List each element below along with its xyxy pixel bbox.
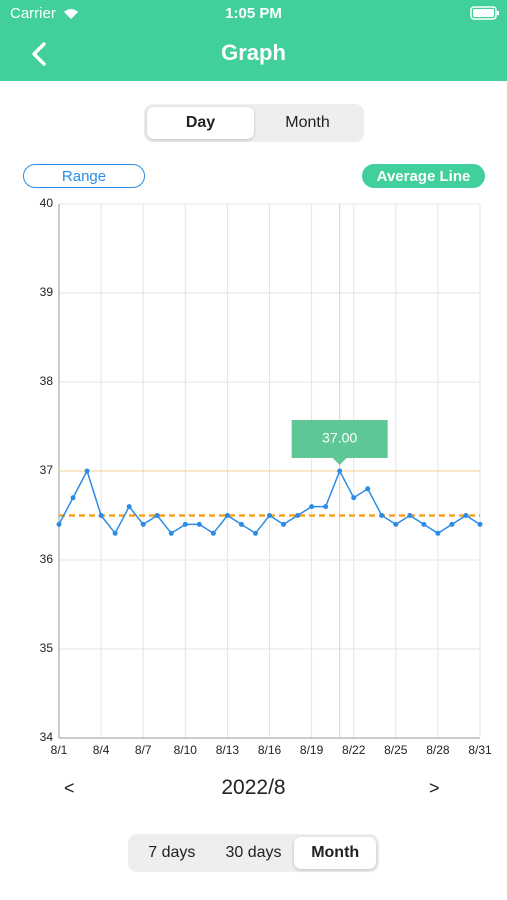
data-point	[295, 513, 301, 518]
x-tick-label: 8/13	[216, 743, 240, 757]
y-tick-label: 36	[40, 552, 54, 566]
data-point	[182, 521, 188, 527]
data-point	[379, 513, 385, 518]
y-tick-label: 37	[40, 463, 54, 477]
data-point	[168, 530, 174, 536]
y-tick-label: 38	[40, 374, 54, 388]
data-point	[252, 530, 258, 536]
range-button[interactable]: Range	[23, 164, 145, 188]
tooltip	[291, 420, 388, 465]
nav-title: Graph	[221, 40, 286, 65]
battery-icon	[470, 6, 499, 20]
view-toggle: Day Month	[144, 104, 364, 142]
x-tick-label: 8/16	[258, 743, 282, 757]
carrier: Carrier	[10, 5, 56, 22]
x-tick-label: 8/7	[135, 743, 152, 757]
data-point	[463, 513, 469, 518]
data-point	[407, 513, 413, 518]
data-point	[267, 513, 272, 518]
x-tick-label: 8/19	[300, 743, 324, 757]
y-tick-label: 40	[40, 196, 54, 210]
time: 1:05 PM	[225, 5, 282, 22]
y-tick-label: 39	[40, 285, 54, 299]
x-tick-label: 8/1	[51, 743, 68, 757]
data-point	[477, 521, 483, 527]
view-option[interactable]: Month	[285, 114, 330, 131]
data-point	[351, 495, 357, 501]
tooltip-label: 37.00	[322, 430, 357, 446]
data-point	[281, 521, 287, 527]
next-button[interactable]: >	[429, 778, 440, 798]
data-point	[112, 530, 118, 536]
period-label: 2022/8	[221, 776, 286, 799]
data-point	[323, 504, 329, 510]
x-tick-label: 8/4	[93, 743, 110, 757]
data-point	[435, 530, 441, 536]
data-point	[393, 521, 399, 527]
data-point	[365, 486, 371, 492]
data-point	[126, 504, 132, 510]
data-point	[196, 521, 202, 527]
data-point	[98, 513, 104, 518]
data-point	[210, 530, 216, 536]
range-option[interactable]: 7 days	[148, 844, 196, 861]
x-tick-label: 8/31	[468, 743, 492, 757]
range-option[interactable]: Month	[294, 837, 377, 869]
data-point	[224, 513, 230, 518]
range-toggle: 7 days 30 days Month	[128, 834, 379, 872]
average-line-button[interactable]: Average Line	[362, 164, 485, 188]
back-button[interactable]	[28, 40, 52, 68]
x-tick-label: 8/22	[342, 743, 366, 757]
data-point	[56, 521, 62, 527]
view-option[interactable]: Day	[147, 107, 254, 139]
data-point	[421, 521, 427, 527]
y-tick-label: 35	[40, 641, 54, 655]
prev-button[interactable]: <	[64, 778, 75, 798]
data-point	[309, 504, 315, 510]
data-point	[337, 468, 343, 474]
data-point	[449, 521, 455, 527]
data-point	[70, 495, 76, 501]
x-tick-label: 8/25	[384, 743, 408, 757]
range-option[interactable]: 30 days	[225, 844, 282, 861]
data-point	[140, 521, 146, 527]
data-point	[84, 468, 90, 474]
data-point	[238, 521, 244, 527]
nav-bar	[0, 0, 507, 81]
chart: 34 35 36 37 38 39 40 8/1 8/4 8/7 8/10 8/13 8/16 8/19 8…	[40, 196, 492, 757]
wifi-icon	[64, 9, 78, 19]
x-tick-label: 8/10	[174, 743, 198, 757]
y-tick-label: 34	[40, 730, 54, 744]
data-point	[154, 513, 160, 518]
x-tick-label: 8/28	[426, 743, 450, 757]
